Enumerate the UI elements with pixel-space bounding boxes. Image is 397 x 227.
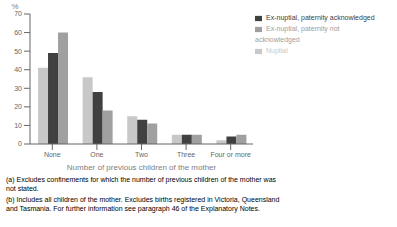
html-text:Ex-nuptial, paternity not ackn: Ex-nuptial, paternity not acknowledged — [255, 25, 340, 43]
svg-text:Number of previous children of: Number of previous children of the mothe… — [67, 163, 217, 172]
svg-text:40: 40 — [14, 66, 22, 73]
svg-text:10: 10 — [14, 122, 22, 129]
svg-text:60: 60 — [14, 29, 22, 36]
svg-text:20: 20 — [14, 103, 22, 110]
html-text:(b) Includes all children of t: (b) Includes all children of the mother.… — [6, 196, 280, 212]
svg-text:50: 50 — [14, 48, 22, 55]
html-text:Ex-nuptial, paternity acknowle: Ex-nuptial, paternity acknowledged — [266, 14, 375, 21]
svg-text:Three: Three — [177, 151, 195, 158]
svg-text:%: % — [11, 2, 18, 11]
svg-text:None: None — [44, 151, 61, 158]
svg-text:One: One — [90, 151, 103, 158]
svg-text:Four or more: Four or more — [210, 151, 251, 158]
svg-text:0: 0 — [18, 140, 22, 147]
svg-text:30: 30 — [14, 85, 22, 92]
html-text:(a) Excludes confinements for: (a) Excludes confinements for which the … — [6, 176, 276, 192]
svg-text:70: 70 — [14, 10, 22, 17]
html-text:Nuptial: Nuptial — [266, 47, 288, 54]
svg-text:Two: Two — [135, 151, 148, 158]
